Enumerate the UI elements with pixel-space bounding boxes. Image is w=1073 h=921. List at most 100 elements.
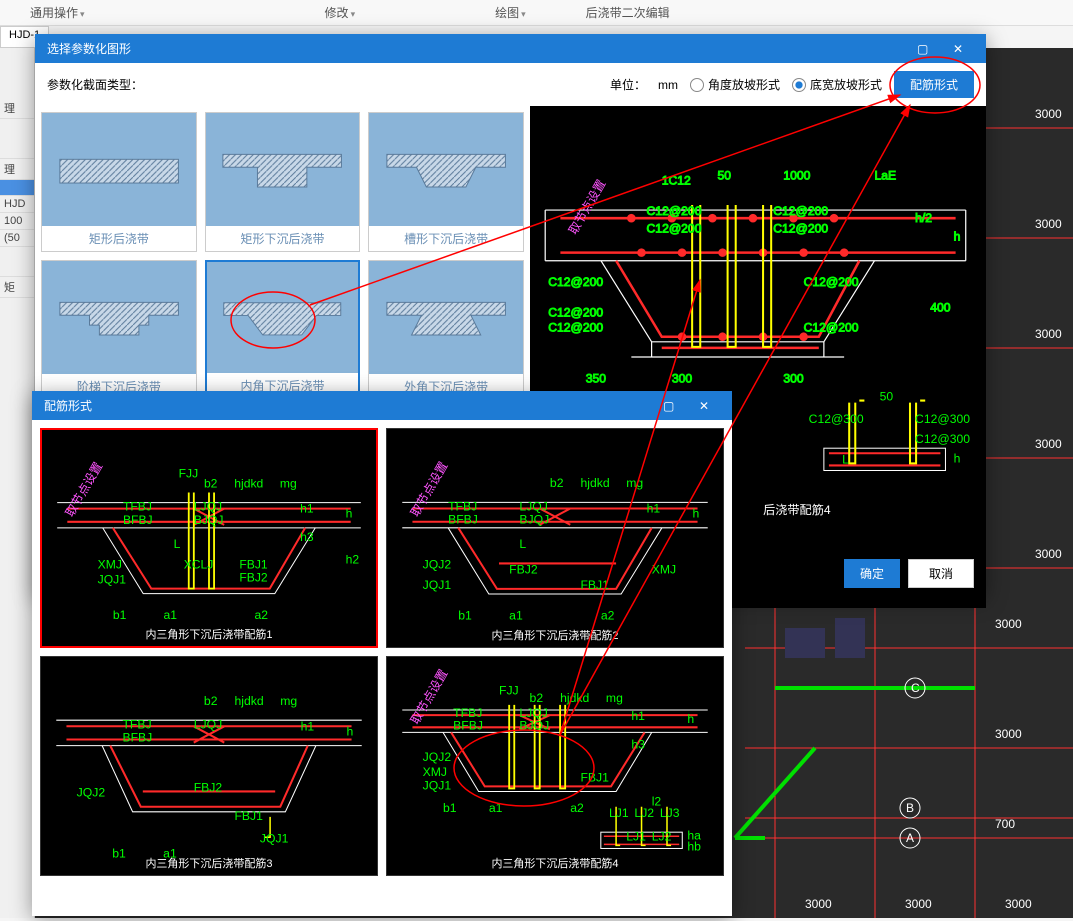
main-toolbar: 通用操作▾ 修改▾ 绘图▾ 后浇带二次编辑 (0, 0, 1073, 26)
svg-text:L: L (519, 537, 526, 551)
svg-text:FBJ2: FBJ2 (194, 780, 223, 794)
close-icon[interactable]: ✕ (688, 399, 720, 413)
preview-caption: 后浇带配筋4 (763, 502, 831, 517)
unit-value: mm (658, 78, 678, 92)
svg-text:LaE: LaE (875, 169, 897, 183)
svg-text:LJ2: LJ2 (652, 829, 672, 843)
svg-text:h1: h1 (647, 502, 661, 516)
toolbar-draw[interactable]: 绘图▾ (465, 0, 556, 25)
svg-text:FBJ1: FBJ1 (239, 557, 268, 571)
svg-text:a2: a2 (601, 608, 615, 622)
svg-text:700: 700 (995, 817, 1015, 831)
rebar-option-1[interactable]: FJJ b2 hjdkd mg TFBJ LJQJ BFBJ BJQJ h1 h… (40, 428, 378, 648)
toolbar-edit[interactable]: 后浇带二次编辑 (556, 0, 700, 25)
left-item[interactable]: HJD (0, 196, 34, 213)
svg-text:1000: 1000 (783, 169, 810, 183)
svg-text:C12@200: C12@200 (548, 305, 603, 319)
svg-text:b2: b2 (204, 476, 218, 490)
rebar-grid: FJJ b2 hjdkd mg TFBJ LJQJ BFBJ BJQJ h1 h… (40, 428, 724, 876)
svg-text:L: L (174, 537, 181, 551)
shape-step-sunk[interactable]: 阶梯下沉后浇带 (41, 260, 197, 400)
svg-text:l2: l2 (652, 795, 662, 809)
left-item[interactable]: 理 (0, 159, 34, 180)
svg-text:BFBJ: BFBJ (448, 513, 478, 527)
svg-text:FBJ2: FBJ2 (239, 571, 268, 585)
left-item[interactable]: 矩 (0, 277, 34, 298)
left-item[interactable] (0, 180, 34, 196)
ok-button[interactable]: 确定 (844, 559, 900, 588)
svg-text:h1: h1 (300, 502, 314, 516)
svg-text:JQJ1: JQJ1 (423, 778, 452, 792)
toolbar-modify[interactable]: 修改▾ (295, 0, 386, 25)
svg-text:h/2: h/2 (915, 211, 932, 225)
svg-text:b2: b2 (550, 476, 564, 490)
svg-text:b2: b2 (530, 691, 544, 705)
svg-text:C12@200: C12@200 (548, 275, 603, 289)
radio-width-slope[interactable]: 底宽放坡形式 (792, 76, 882, 93)
svg-text:B: B (906, 801, 914, 815)
svg-text:hjdkd: hjdkd (234, 476, 263, 490)
svg-text:h: h (346, 507, 353, 521)
svg-text:C12@300: C12@300 (915, 432, 970, 446)
svg-text:300: 300 (783, 371, 804, 385)
svg-text:3000: 3000 (995, 617, 1022, 631)
dialog2-title: 配筋形式 (44, 397, 92, 414)
rebar-option-2[interactable]: b2hjdkdmg TFBJLJQJ BFBJBJQJ h1h L JQJ2 F… (386, 428, 724, 648)
svg-text:TFBJ: TFBJ (448, 500, 477, 514)
svg-text:BFBJ: BFBJ (123, 513, 153, 527)
svg-text:XMJ: XMJ (423, 765, 447, 779)
svg-text:a2: a2 (255, 608, 269, 622)
left-panel: 理 理 HJD 100 (50 矩 (0, 48, 35, 918)
dialog1-titlebar[interactable]: 选择参数化图形 ▢ ✕ (35, 34, 986, 63)
svg-text:L: L (842, 452, 849, 466)
svg-text:C12@200: C12@200 (804, 275, 859, 289)
svg-text:h: h (687, 712, 694, 726)
svg-text:a1: a1 (489, 801, 503, 815)
toolbar-general[interactable]: 通用操作▾ (0, 0, 115, 25)
shape-rect-sunk[interactable]: 矩形下沉后浇带 (205, 112, 361, 252)
shape-outer-angle[interactable]: 外角下沉后浇带 (368, 260, 524, 400)
cancel-button[interactable]: 取消 (908, 559, 974, 588)
svg-text:h3: h3 (631, 738, 645, 752)
svg-text:3000: 3000 (1035, 107, 1062, 121)
maximize-icon[interactable]: ▢ (907, 42, 939, 56)
svg-text:mg: mg (280, 694, 297, 708)
svg-text:XMJ: XMJ (98, 557, 122, 571)
shape-inner-angle[interactable]: 内角下沉后浇带 (205, 260, 361, 400)
dialog2-titlebar[interactable]: 配筋形式 ▢ ✕ (32, 391, 732, 420)
svg-text:LJQJ: LJQJ (194, 500, 222, 514)
left-item[interactable]: 100 (0, 213, 34, 230)
svg-text:取节点设置: 取节点设置 (408, 459, 451, 519)
svg-text:1C12: 1C12 (662, 174, 691, 188)
svg-text:取节点设置: 取节点设置 (63, 460, 105, 520)
svg-text:FBJ2: FBJ2 (509, 563, 538, 577)
radio-angle-slope[interactable]: 角度放坡形式 (690, 76, 780, 93)
svg-text:LJ1: LJ1 (626, 829, 646, 843)
rebar-option-4[interactable]: LJ1 LJ2 LJ3 l2 LJ1 LJ2 ha hb FJJ b2hjdkd… (386, 656, 724, 876)
svg-text:BJQJ: BJQJ (194, 513, 224, 527)
svg-text:h: h (346, 724, 353, 738)
svg-text:LJQJ: LJQJ (519, 500, 547, 514)
shape-groove-sunk[interactable]: 槽形下沉后浇带 (368, 112, 524, 252)
rebar-option-3[interactable]: b2hjdkdmg TFBJLJQJ BFBJ h1h JQJ2 FBJ2 FB… (40, 656, 378, 876)
unit-label: 单位： (610, 76, 646, 93)
left-item[interactable]: (50 (0, 230, 34, 247)
svg-text:BJQJ: BJQJ (519, 513, 549, 527)
dialog1-title: 选择参数化图形 (47, 40, 131, 57)
svg-text:hjdkd: hjdkd (560, 691, 589, 705)
maximize-icon[interactable]: ▢ (653, 399, 685, 413)
shape-rect[interactable]: 矩形后浇带 (41, 112, 197, 252)
svg-text:b2: b2 (204, 694, 218, 708)
svg-text:hjdkd: hjdkd (234, 694, 263, 708)
left-item[interactable]: 理 (0, 98, 34, 119)
svg-text:LJ1: LJ1 (609, 806, 629, 820)
svg-text:BFBJ: BFBJ (122, 731, 152, 745)
rebar-form-button[interactable]: 配筋形式 (894, 71, 974, 98)
svg-text:BJQJ: BJQJ (519, 718, 549, 732)
svg-text:mg: mg (626, 476, 643, 490)
svg-text:C12@200: C12@200 (773, 204, 828, 218)
section-type-label: 参数化截面类型： (47, 76, 143, 93)
svg-text:300: 300 (672, 371, 693, 385)
rebar-form-dialog: 配筋形式 ▢ ✕ (32, 391, 732, 915)
close-icon[interactable]: ✕ (942, 42, 974, 56)
